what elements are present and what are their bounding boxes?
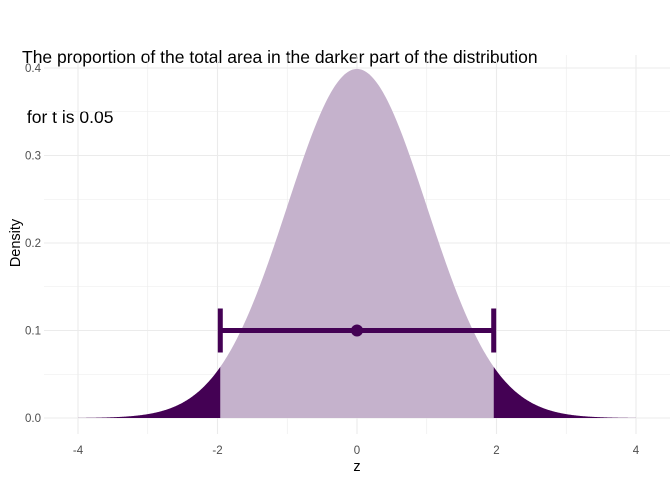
left-tail-area bbox=[78, 366, 221, 418]
x-axis-label: z bbox=[353, 459, 360, 475]
x-tick-label: 2 bbox=[493, 445, 499, 457]
y-tick-label: 0.1 bbox=[25, 326, 41, 338]
right-tail-area bbox=[493, 366, 636, 418]
y-axis-ticks: 0.0 0.1 0.2 0.3 0.4 bbox=[25, 63, 42, 425]
x-axis-ticks: -4 -2 0 2 4 bbox=[73, 445, 640, 457]
x-tick-label: -2 bbox=[212, 445, 222, 457]
interval-center-point bbox=[351, 324, 363, 337]
y-tick-label: 0.2 bbox=[25, 238, 41, 250]
chart-title-line-1: The proportion of the total area in the … bbox=[22, 47, 538, 67]
confidence-interval bbox=[217, 308, 497, 353]
x-tick-label: 0 bbox=[354, 445, 360, 457]
y-axis-label: Density bbox=[8, 218, 24, 267]
y-tick-label: 0.3 bbox=[25, 151, 41, 163]
x-tick-label: 4 bbox=[633, 445, 640, 457]
x-tick-label: -4 bbox=[73, 445, 84, 457]
y-tick-label: 0.4 bbox=[25, 63, 42, 75]
y-tick-label: 0.0 bbox=[25, 413, 41, 425]
